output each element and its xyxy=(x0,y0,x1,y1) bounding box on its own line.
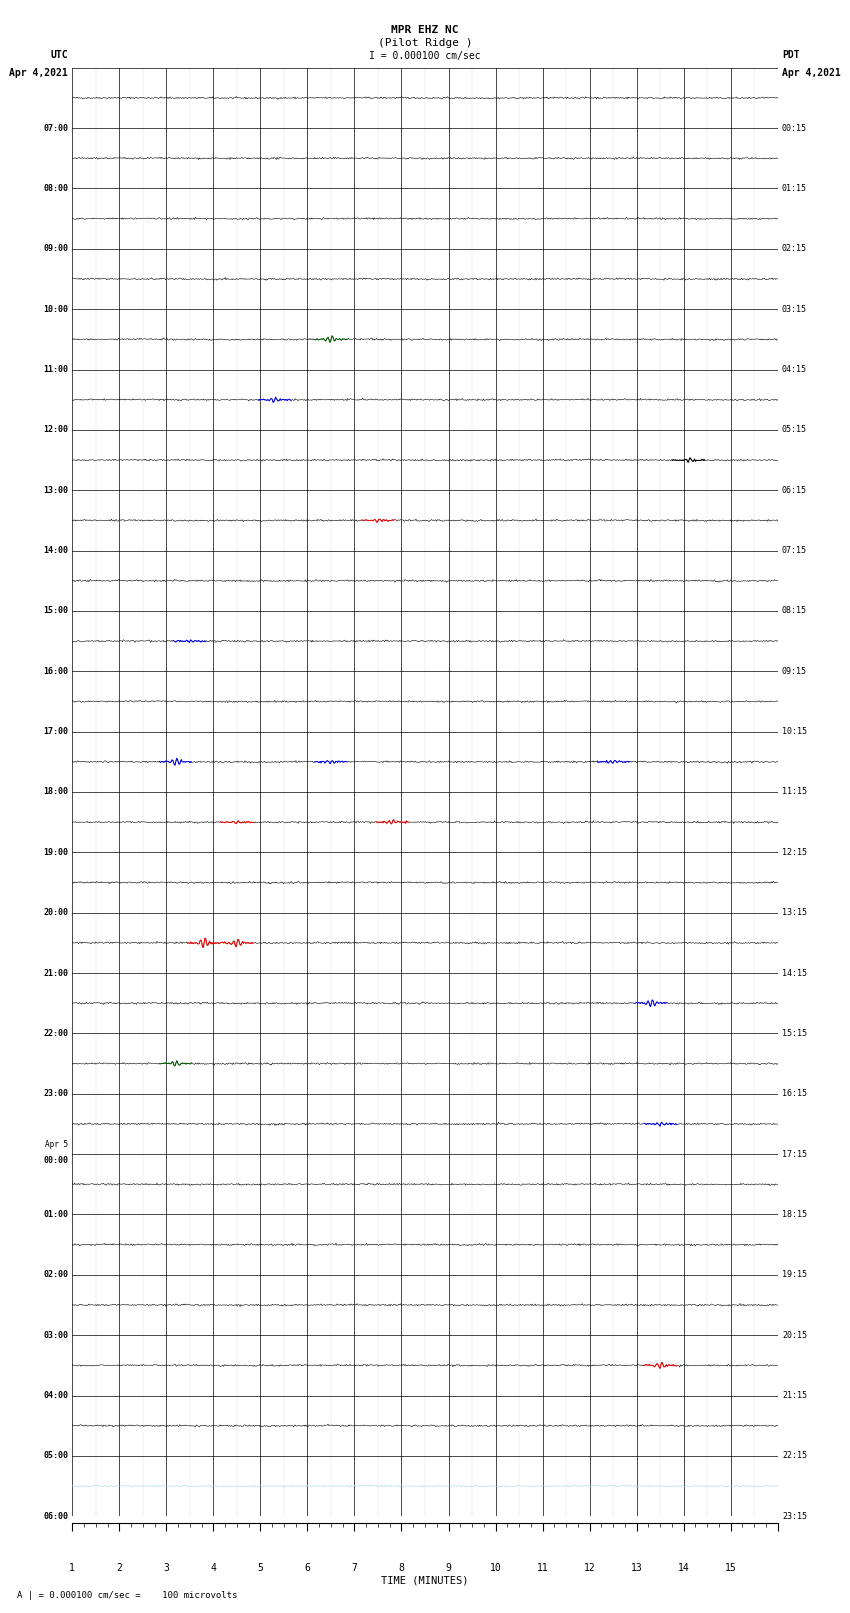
Text: 19:15: 19:15 xyxy=(782,1271,807,1279)
Text: 03:00: 03:00 xyxy=(43,1331,68,1340)
Text: 10:00: 10:00 xyxy=(43,305,68,313)
Text: 20:00: 20:00 xyxy=(43,908,68,918)
Text: 15:15: 15:15 xyxy=(782,1029,807,1037)
Text: 09:15: 09:15 xyxy=(782,666,807,676)
Text: 18:15: 18:15 xyxy=(782,1210,807,1219)
Text: 07:00: 07:00 xyxy=(43,124,68,132)
Text: 19:00: 19:00 xyxy=(43,848,68,857)
Text: 08:00: 08:00 xyxy=(43,184,68,194)
Text: 11:15: 11:15 xyxy=(782,787,807,797)
Text: Apr 5: Apr 5 xyxy=(45,1140,68,1148)
Text: UTC: UTC xyxy=(50,50,68,60)
Text: 16:15: 16:15 xyxy=(782,1089,807,1098)
Text: PDT: PDT xyxy=(782,50,800,60)
Text: I = 0.000100 cm/sec: I = 0.000100 cm/sec xyxy=(369,52,481,61)
Text: 01:00: 01:00 xyxy=(43,1210,68,1219)
Text: 06:00: 06:00 xyxy=(43,1511,68,1521)
Text: 02:15: 02:15 xyxy=(782,244,807,253)
X-axis label: TIME (MINUTES): TIME (MINUTES) xyxy=(382,1576,468,1586)
Text: 14:15: 14:15 xyxy=(782,968,807,977)
Text: 12:00: 12:00 xyxy=(43,426,68,434)
Text: Apr 4,2021: Apr 4,2021 xyxy=(782,68,841,77)
Text: 03:15: 03:15 xyxy=(782,305,807,313)
Text: 23:00: 23:00 xyxy=(43,1089,68,1098)
Text: 17:15: 17:15 xyxy=(782,1150,807,1158)
Text: 09:00: 09:00 xyxy=(43,244,68,253)
Text: 06:15: 06:15 xyxy=(782,486,807,495)
Text: A | = 0.000100 cm/sec =    100 microvolts: A | = 0.000100 cm/sec = 100 microvolts xyxy=(17,1590,237,1600)
Text: 22:00: 22:00 xyxy=(43,1029,68,1037)
Text: 17:00: 17:00 xyxy=(43,727,68,736)
Text: 12:15: 12:15 xyxy=(782,848,807,857)
Text: 14:00: 14:00 xyxy=(43,547,68,555)
Text: 05:00: 05:00 xyxy=(43,1452,68,1460)
Text: Apr 4,2021: Apr 4,2021 xyxy=(9,68,68,77)
Text: 20:15: 20:15 xyxy=(782,1331,807,1340)
Text: 07:15: 07:15 xyxy=(782,547,807,555)
Text: 00:00: 00:00 xyxy=(43,1155,68,1165)
Text: 04:00: 04:00 xyxy=(43,1390,68,1400)
Text: 05:15: 05:15 xyxy=(782,426,807,434)
Text: 18:00: 18:00 xyxy=(43,787,68,797)
Text: 10:15: 10:15 xyxy=(782,727,807,736)
Text: 21:15: 21:15 xyxy=(782,1390,807,1400)
Text: 22:15: 22:15 xyxy=(782,1452,807,1460)
Text: 01:15: 01:15 xyxy=(782,184,807,194)
Text: 13:15: 13:15 xyxy=(782,908,807,918)
Text: 15:00: 15:00 xyxy=(43,606,68,616)
Text: 08:15: 08:15 xyxy=(782,606,807,616)
Text: 13:00: 13:00 xyxy=(43,486,68,495)
Text: MPR EHZ NC: MPR EHZ NC xyxy=(391,26,459,35)
Text: 16:00: 16:00 xyxy=(43,666,68,676)
Text: 00:15: 00:15 xyxy=(782,124,807,132)
Text: 02:00: 02:00 xyxy=(43,1271,68,1279)
Text: (Pilot Ridge ): (Pilot Ridge ) xyxy=(377,39,473,48)
Text: 21:00: 21:00 xyxy=(43,968,68,977)
Text: 23:15: 23:15 xyxy=(782,1511,807,1521)
Text: 11:00: 11:00 xyxy=(43,365,68,374)
Text: 04:15: 04:15 xyxy=(782,365,807,374)
